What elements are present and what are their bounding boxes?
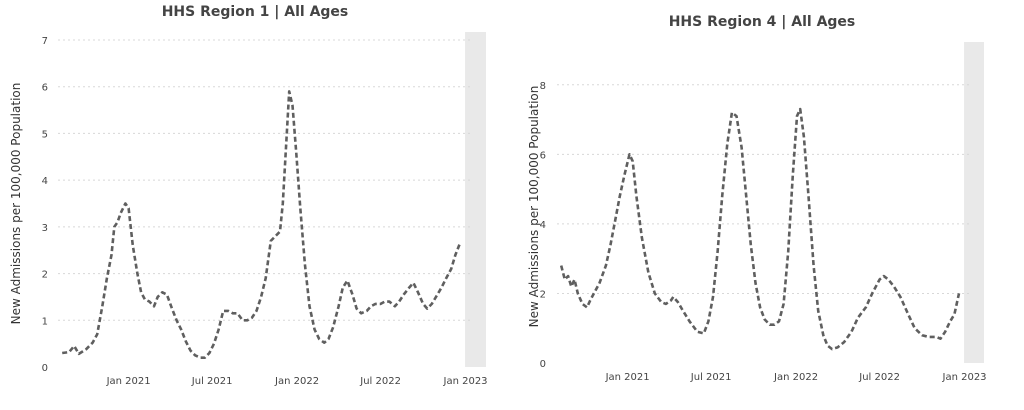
x-tick-label: Jan 2023: [443, 376, 488, 387]
chart-title: HHS Region 1 | All Ages: [162, 4, 349, 20]
x-tick-label: Jan 2022: [773, 372, 818, 383]
x-tick-label: Jul 2021: [191, 376, 233, 387]
y-tick-label: 6: [540, 150, 546, 161]
x-tick-label: Jul 2022: [359, 376, 401, 387]
chart-svg: 0 2 4 6 8 Jan 2021 Jul 2021 Jan 2022 Jul 2022 Jan…: [527, 14, 987, 383]
shaded-region: [964, 42, 984, 363]
chart-title: HHS Region 4 | All Ages: [669, 14, 856, 30]
x-tick-label: Jul 2022: [858, 372, 900, 383]
chart-panel-region-1: 0 1 2 3 4 5 6 7 Jan 2021 Jul 2021 Jan 2022 Jul 2022…: [9, 4, 488, 387]
y-axis-label: New Admissions per 100,000 Population: [9, 83, 23, 325]
y-tick-label: 4: [540, 220, 546, 231]
x-tick-label: Jan 2023: [942, 372, 987, 383]
y-tick-label: 2: [42, 270, 48, 281]
y-tick-label: 1: [42, 316, 48, 327]
x-tick-label: Jul 2021: [690, 372, 732, 383]
y-tick-label: 0: [540, 359, 546, 370]
chart-panel-region-4: 0 2 4 6 8 Jan 2021 Jul 2021 Jan 2022 Jul 2022 Jan…: [512, 0, 1024, 410]
y-tick-label: 4: [42, 176, 48, 187]
y-tick-label: 6: [42, 83, 48, 94]
y-tick-label: 3: [42, 223, 48, 234]
x-tick-label: Jan 2022: [274, 376, 319, 387]
y-tick-label: 8: [540, 81, 546, 92]
chart-svg: 0 1 2 3 4 5 6 7 Jan 2021 Jul 2021 Jan 2022 Jul 2022…: [9, 4, 488, 387]
series-line: [559, 107, 961, 351]
y-tick-label: 7: [42, 36, 48, 47]
x-tick-label: Jan 2021: [605, 372, 650, 383]
x-tick-label: Jan 2021: [106, 376, 151, 387]
y-tick-label: 2: [540, 289, 546, 300]
y-axis-label: New Admissions per 100,000 Population: [527, 86, 541, 328]
y-tick-label: 5: [42, 129, 48, 140]
y-tick-label: 0: [42, 363, 48, 374]
shaded-region: [465, 32, 486, 367]
series-line: [62, 90, 462, 359]
